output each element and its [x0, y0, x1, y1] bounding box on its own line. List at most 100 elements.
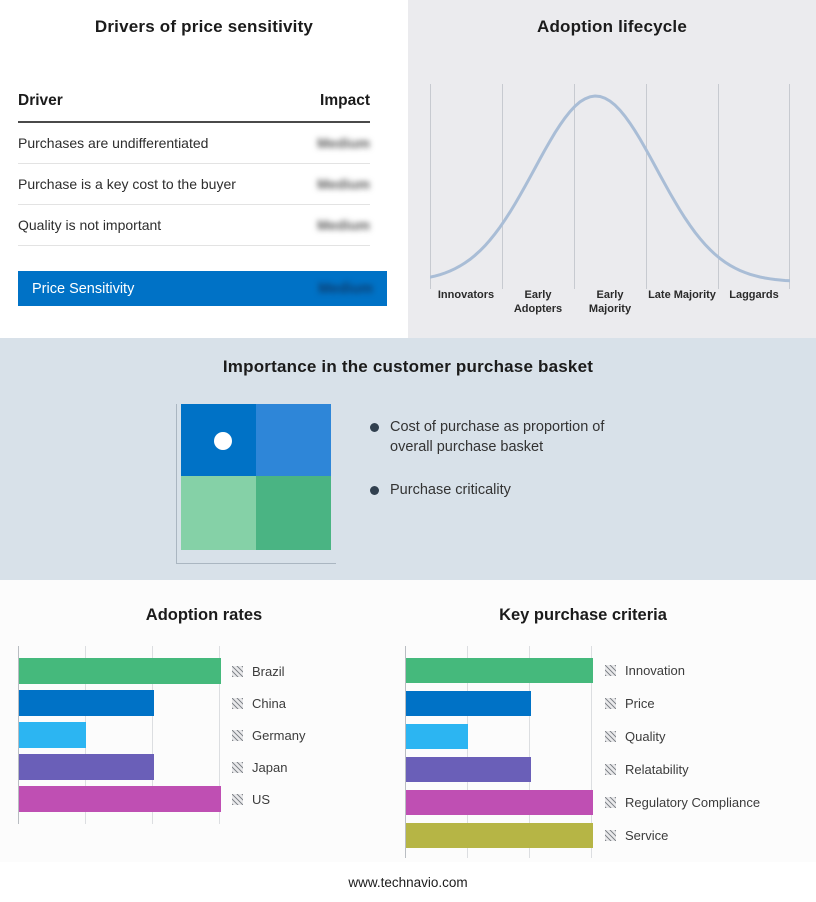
legend-item: Relatability	[605, 757, 689, 782]
table-row: Purchases are undifferentiated Medium	[18, 123, 370, 164]
table-row: Purchase is a key cost to the buyer Medi…	[18, 164, 370, 205]
legend-item: Quality	[605, 724, 665, 749]
lifecycle-stage-labels: Innovators Early Adopters Early Majority…	[430, 289, 790, 317]
stage-label-late-majority: Late Majority	[648, 289, 716, 301]
price-sensitivity-banner: Price Sensitivity Medium	[18, 271, 387, 306]
bar-china	[19, 690, 154, 716]
bar-japan	[19, 754, 154, 780]
price-sensitivity-value-redacted: Medium	[318, 280, 373, 297]
gridline	[219, 646, 220, 824]
legend-label: Relatability	[625, 762, 689, 777]
key-purchase-criteria-chart	[405, 646, 593, 858]
legend-item: Japan	[232, 754, 287, 780]
gridlines	[430, 84, 790, 289]
table-row: Quality is not important Medium	[18, 205, 370, 246]
adoption-rates-chart	[18, 646, 221, 824]
quadrant-bottom-right	[256, 476, 331, 550]
legend-hatch-marker	[605, 698, 616, 709]
legend-label: Japan	[252, 759, 288, 775]
legend-label: Quality	[625, 729, 666, 744]
price-sensitivity-label: Price Sensitivity	[32, 280, 135, 297]
quadrant-bottom-left	[181, 476, 256, 550]
quadrant-top-right	[256, 404, 331, 476]
legend-hatch-marker	[605, 665, 616, 676]
gridline	[591, 646, 592, 858]
bullet-item: Purchase criticality	[370, 481, 638, 501]
legend-hatch-marker	[232, 729, 243, 741]
bullet-item: Cost of purchase as proportion of overal…	[370, 418, 638, 457]
position-marker-dot	[214, 432, 232, 450]
bullet-text: Cost of purchase as proportion of overal…	[390, 419, 605, 455]
column-header-impact: Impact	[320, 92, 370, 109]
lifecycle-title: Adoption lifecycle	[536, 17, 687, 36]
bullet-text: Purchase criticality	[390, 482, 511, 499]
legend-hatch-marker	[232, 793, 243, 805]
driver-cell: Purchases are undifferentiated	[18, 135, 209, 151]
driver-cell: Purchase is a key cost to the buyer	[18, 176, 236, 192]
bar-us	[19, 786, 221, 812]
legend-hatch-marker	[605, 764, 616, 775]
drivers-title: Drivers of price sensitivity	[94, 17, 314, 36]
legend-item: Price	[605, 691, 655, 716]
bar-quality	[406, 724, 469, 749]
legend-label: China	[252, 695, 286, 711]
legend-label: Innovation	[625, 663, 685, 678]
legend-hatch-marker	[232, 665, 243, 677]
legend-item: Germany	[232, 722, 305, 748]
impact-cell-redacted: Medium	[317, 135, 370, 151]
gridline	[152, 646, 153, 824]
bar-price	[406, 691, 531, 716]
gridline	[467, 646, 468, 858]
footer-url: www.technavio.com	[348, 874, 468, 890]
stage-label-laggards: Laggards	[729, 289, 779, 301]
legend-item: Innovation	[605, 658, 685, 683]
bottom-charts-section: Adoption rates Brazil China Germany	[0, 580, 816, 862]
legend-hatch-marker	[232, 697, 243, 709]
stage-label-early-adopters: Early Adopters	[513, 289, 563, 315]
bar-relatability	[406, 757, 531, 782]
basket-title: Importance in the customer purchase bask…	[222, 357, 594, 376]
bullet-icon	[370, 486, 379, 496]
legend-item: Regulatory Compliance	[605, 790, 760, 815]
adoption-rates-title: Adoption rates	[145, 606, 263, 624]
legend-label: Regulatory Compliance	[625, 795, 761, 810]
purchase-basket-section: Importance in the customer purchase bask…	[0, 338, 816, 580]
bar-germany	[19, 722, 87, 748]
y-axis-line	[405, 646, 406, 858]
quadrant-axes	[176, 404, 336, 564]
impact-cell-redacted: Medium	[317, 176, 370, 192]
drivers-panel: Drivers of price sensitivity Driver Impa…	[0, 0, 408, 338]
lifecycle-panel: Adoption lifecycle Innovators Early Adop…	[408, 0, 816, 338]
legend-hatch-marker	[605, 830, 616, 841]
legend-item: Service	[605, 823, 668, 848]
legend-item: Brazil	[232, 658, 285, 684]
purchase-basket-quadrant	[181, 404, 331, 550]
basket-bullet-list: Cost of purchase as proportion of overal…	[370, 418, 638, 525]
bar-regulatory-compliance	[406, 790, 593, 815]
stage-label-innovators: Innovators	[437, 289, 495, 301]
drivers-table: Driver Impact Purchases are undifferenti…	[18, 92, 370, 246]
drivers-table-header: Driver Impact	[18, 92, 370, 123]
bell-curve-chart	[430, 84, 790, 289]
driver-cell: Quality is not important	[18, 217, 162, 233]
bar-brazil	[19, 658, 221, 684]
bar-innovation	[406, 658, 593, 683]
bullet-icon	[370, 423, 379, 432]
legend-label: Germany	[252, 727, 306, 743]
legend-item: China	[232, 690, 286, 716]
legend-hatch-marker	[605, 797, 616, 808]
y-axis-line	[18, 646, 19, 824]
legend-hatch-marker	[605, 731, 616, 742]
legend-label: Brazil	[252, 663, 285, 679]
legend-label: Price	[625, 696, 655, 711]
column-header-driver: Driver	[18, 92, 63, 109]
legend-label: US	[252, 791, 271, 807]
bell-curve-line	[430, 94, 790, 283]
stage-label-early-majority: Early Majority	[588, 289, 632, 315]
legend-hatch-marker	[232, 761, 243, 773]
legend-label: Service	[625, 828, 669, 843]
legend-item: US	[232, 786, 270, 812]
key-purchase-criteria-title: Key purchase criteria	[499, 606, 667, 624]
footer: www.technavio.com	[0, 862, 816, 902]
